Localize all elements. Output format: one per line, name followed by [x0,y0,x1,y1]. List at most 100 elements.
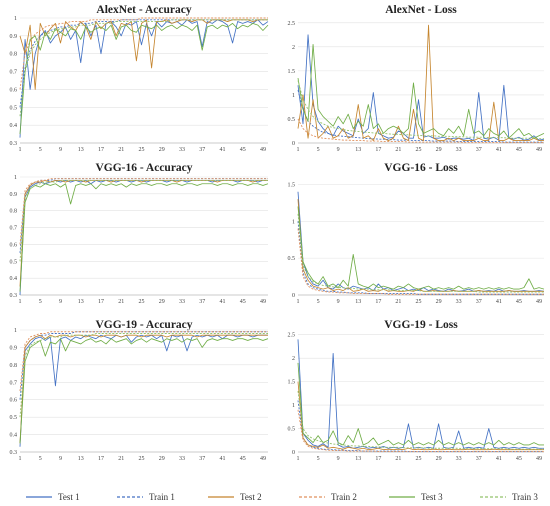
chart-panel-5: VGG-19 - Accuracy 0.3 0.4 0.5 0.6 0.7 0.8 0.9 1 1… [10,319,269,462]
y-tick-label: 0.5 [10,259,18,265]
x-tick-label: 9 [337,147,340,153]
x-tick-label: 13 [355,299,361,305]
y-tick-label: 0.3 [10,141,18,147]
x-tick-label: 33 [179,299,185,305]
x-tick-label: 29 [159,299,165,305]
chart-panel-2: AlexNet - Loss 0 0.5 1 1.5 2 2.5 1 5 9 13 17 21 25 29 3… [288,4,545,153]
series-line-train-3 [19,333,268,418]
x-tick-label: 1 [297,147,300,153]
x-tick-label: 49 [260,147,266,153]
x-tick-label: 1 [297,456,300,462]
x-tick-label: 5 [39,299,42,305]
y-tick-label: 0.4 [10,433,18,439]
legend-label: Train 1 [149,492,175,502]
y-tick-label: 0.5 [10,105,18,111]
series-line-train-1 [297,400,544,452]
x-tick-label: 17 [98,456,104,462]
series-line-train-2 [297,409,544,452]
y-tick-label: 0 [292,450,295,456]
y-tick-label: 2.5 [288,21,296,27]
x-tick-label: 37 [476,299,482,305]
x-tick-label: 37 [199,299,205,305]
legend-label: Test 2 [240,492,262,502]
y-tick-label: 1.5 [288,182,296,188]
chart-title: VGG-19 - Accuracy [95,319,192,331]
y-tick-label: 0.7 [10,70,18,76]
legend-label: Test 1 [58,492,80,502]
legend-label: Train 2 [331,492,357,502]
y-tick-label: 0.9 [10,34,18,40]
series-line-test-3 [297,362,544,446]
x-tick-label: 33 [456,299,462,305]
x-tick-label: 1 [19,147,22,153]
x-tick-label: 41 [496,147,502,153]
y-tick-label: 0.5 [288,256,296,262]
x-tick-label: 21 [118,299,124,305]
x-tick-label: 49 [260,299,266,305]
series-line-train-2 [19,178,268,245]
y-tick-label: 0.4 [10,276,18,282]
y-tick-label: 0.8 [10,209,18,215]
chart-title: VGG-16 - Accuracy [95,162,192,174]
y-tick-label: 0.4 [10,123,18,129]
y-tick-label: 1 [14,16,17,22]
legend-label: Test 3 [421,492,443,502]
series-line-train-3 [297,213,544,293]
chart-title: AlexNet - Loss [385,4,457,16]
chart-panel-4: VGG-16 - Loss 0 0.5 1 1.5 1 5 9 13 17 21 25 29 33 37 41… [288,162,545,305]
y-tick-label: 0.5 [288,117,296,123]
x-tick-label: 45 [240,299,246,305]
y-tick-label: 1.5 [288,380,296,386]
legend-item: Train 2 [299,492,357,502]
x-tick-label: 25 [138,456,144,462]
x-tick-label: 33 [179,147,185,153]
x-tick-label: 41 [496,456,502,462]
legend-label: Train 3 [512,492,538,502]
x-tick-label: 45 [240,456,246,462]
y-tick-label: 0.7 [10,380,18,386]
x-tick-label: 37 [199,147,205,153]
y-tick-label: 0.8 [10,52,18,58]
series-line-test-3 [297,44,545,139]
x-tick-label: 21 [395,456,401,462]
y-tick-label: 0.3 [10,450,18,456]
series-line-train-2 [19,17,268,90]
x-tick-label: 17 [375,299,381,305]
x-tick-label: 25 [415,456,421,462]
series-line-test-2 [19,179,268,287]
y-tick-label: 1 [292,219,295,225]
y-tick-label: 1 [14,175,17,181]
x-tick-label: 29 [436,299,442,305]
y-tick-label: 1.5 [288,69,296,75]
x-tick-label: 33 [456,147,462,153]
x-tick-label: 21 [395,147,401,153]
series-line-test-3 [19,22,269,135]
x-tick-label: 21 [395,299,401,305]
x-tick-label: 29 [436,147,442,153]
y-tick-label: 1 [292,403,295,409]
x-tick-label: 29 [159,147,165,153]
x-tick-label: 49 [536,147,542,153]
series-line-test-3 [297,206,545,290]
y-tick-label: 0.5 [288,427,296,433]
legend-item: Test 1 [26,492,80,502]
x-tick-label: 5 [317,456,320,462]
legend: Test 1 Train 1 Test 2 Train 2 Test 3 Train 3 [26,492,538,502]
series-line-test-1 [19,179,268,296]
x-tick-label: 9 [59,456,62,462]
x-tick-label: 49 [260,456,266,462]
y-tick-label: 0.8 [10,363,18,369]
x-tick-label: 13 [355,147,361,153]
series-line-test-1 [19,334,268,447]
x-tick-label: 41 [219,299,225,305]
x-tick-label: 41 [219,456,225,462]
y-tick-label: 1 [14,328,17,334]
y-tick-label: 2.5 [288,333,296,339]
x-tick-label: 21 [118,147,124,153]
x-tick-label: 1 [19,299,22,305]
x-tick-label: 33 [179,456,185,462]
x-tick-label: 45 [516,456,522,462]
y-tick-label: 0 [292,141,295,147]
series-line-test-2 [297,381,544,451]
x-tick-label: 29 [159,456,165,462]
